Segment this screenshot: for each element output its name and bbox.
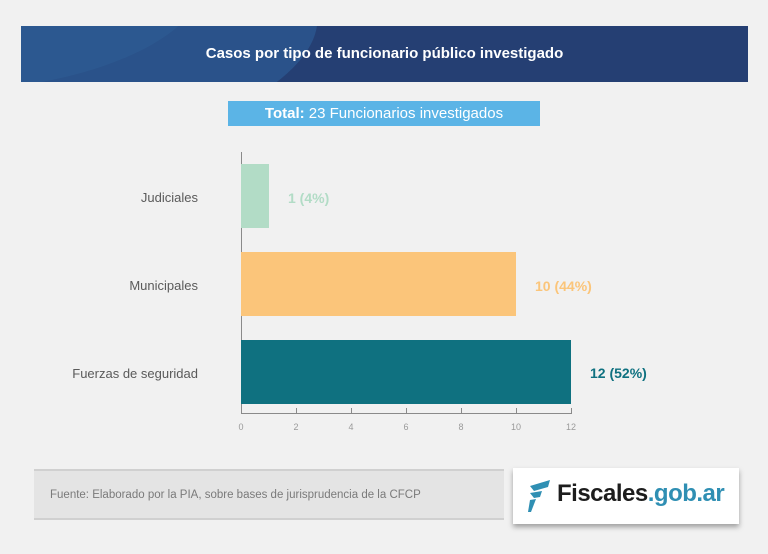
value-label-municipales: 10 (44%) bbox=[535, 278, 592, 294]
value-label-judiciales: 1 (4%) bbox=[288, 190, 330, 206]
x-tick-label: 0 bbox=[238, 422, 244, 432]
bar-municipales bbox=[241, 252, 516, 316]
source-text: Fuente: Elaborado por la PIA, sobre base… bbox=[50, 489, 421, 501]
x-tick bbox=[351, 408, 352, 414]
bar-fuerzas-de-seguridad bbox=[241, 340, 571, 404]
title-banner: Casos por tipo de funcionario público in… bbox=[21, 26, 748, 82]
category-label-municipales: Municipales bbox=[129, 278, 198, 293]
value-label-fuerzas-de-seguridad: 12 (52%) bbox=[590, 365, 647, 381]
logo-wordmark: Fiscales.gob.ar bbox=[557, 480, 725, 508]
total-text: 23 Funcionarios investigados bbox=[308, 105, 504, 122]
x-tick bbox=[571, 408, 572, 414]
fiscales-f-icon bbox=[528, 480, 550, 512]
x-tick bbox=[406, 408, 407, 414]
x-tick-label: 8 bbox=[458, 422, 464, 432]
total-label: Total: bbox=[264, 105, 305, 122]
x-tick bbox=[241, 408, 242, 414]
x-tick-label: 2 bbox=[293, 422, 299, 432]
x-tick-label: 12 bbox=[565, 422, 576, 432]
logo-domain: .gob.ar bbox=[647, 480, 725, 507]
x-tick bbox=[296, 408, 297, 414]
bar-judiciales bbox=[241, 164, 269, 228]
category-label-judiciales: Judiciales bbox=[140, 190, 198, 205]
chart-title: Casos por tipo de funcionario público in… bbox=[205, 45, 564, 62]
x-tick-label: 10 bbox=[510, 422, 521, 432]
x-tick-label: 4 bbox=[348, 422, 354, 432]
total-badge: Total: 23 Funcionarios investigados bbox=[228, 101, 540, 126]
x-tick bbox=[461, 408, 462, 414]
logo-name: Fiscales bbox=[557, 480, 648, 507]
source-note: Fuente: Elaborado por la PIA, sobre base… bbox=[34, 469, 504, 520]
category-label-fuerzas-de-seguridad: Fuerzas de seguridad bbox=[72, 366, 198, 381]
fiscales-logo: Fiscales.gob.ar bbox=[513, 468, 739, 524]
x-tick bbox=[516, 408, 517, 414]
x-tick-label: 6 bbox=[403, 422, 409, 432]
